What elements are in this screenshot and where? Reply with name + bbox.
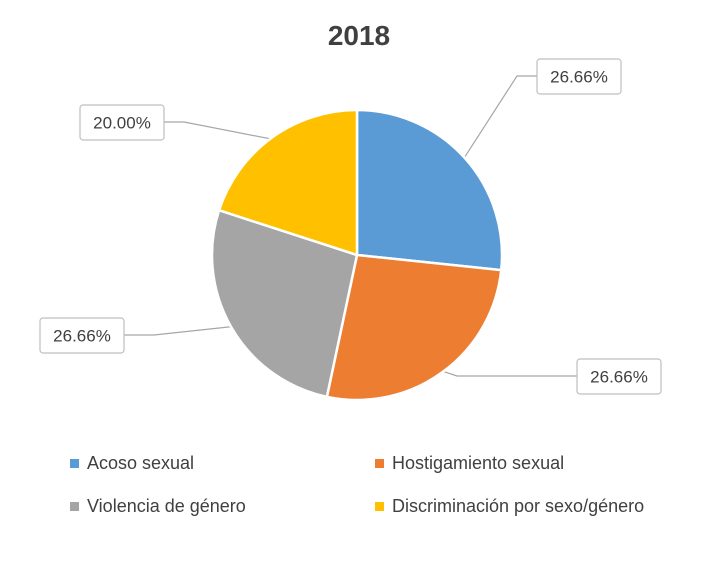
legend-label: Hostigamiento sexual xyxy=(392,452,565,473)
leader-line-hostigamiento-sexual xyxy=(440,370,577,377)
data-label-violencia-de-genero: 26.66% xyxy=(39,317,125,354)
legend-swatch xyxy=(70,458,79,468)
pie-slice-violencia-de-genero xyxy=(210,208,359,399)
data-label-discriminacion-por-sexo-genero: 20.00% xyxy=(79,104,165,141)
data-label-hostigamiento-sexual: 26.66% xyxy=(576,358,662,395)
leader-line-acoso-sexual xyxy=(462,75,537,160)
legend-swatch xyxy=(375,501,384,511)
legend-label: Violencia de género xyxy=(87,495,246,516)
legend-swatch xyxy=(375,458,384,468)
data-label-callouts: 26.66% 26.66% 26.66% 20.00% xyxy=(39,58,662,395)
data-label-text: 20.00% xyxy=(93,114,151,133)
data-label-box xyxy=(39,317,125,354)
data-label-text: 26.66% xyxy=(550,68,608,87)
pie-slice-acoso-sexual xyxy=(355,108,504,272)
legend: Acoso sexual Hostigamiento sexual Violen… xyxy=(70,452,690,517)
leader-line-violencia-de-genero xyxy=(124,325,234,336)
pie-slices xyxy=(210,108,504,402)
data-label-text: 26.66% xyxy=(53,327,111,346)
data-label-text: 26.66% xyxy=(590,368,648,387)
leader-line-discriminacion-por-sexo-genero xyxy=(164,121,274,140)
legend-label: Acoso sexual xyxy=(87,452,195,473)
data-label-box xyxy=(79,104,165,141)
callout-leaders xyxy=(124,75,577,377)
pie-slice-discriminacion-por-sexo-genero xyxy=(217,108,359,257)
legend-item-violencia-de-genero: Violencia de género xyxy=(70,495,375,517)
legend-item-discriminacion: Discriminación por sexo/género xyxy=(375,495,690,517)
data-label-box xyxy=(576,358,662,395)
chart-title: 2018 xyxy=(328,20,390,51)
data-label-acoso-sexual: 26.66% xyxy=(536,58,622,95)
pie-slice-hostigamiento-sexual xyxy=(325,253,503,402)
legend-item-hostigamiento-sexual: Hostigamiento sexual xyxy=(375,452,690,474)
data-label-box xyxy=(536,58,622,95)
legend-swatch xyxy=(70,501,79,511)
legend-item-acoso-sexual: Acoso sexual xyxy=(70,452,375,474)
legend-label: Discriminación por sexo/género xyxy=(392,495,645,516)
